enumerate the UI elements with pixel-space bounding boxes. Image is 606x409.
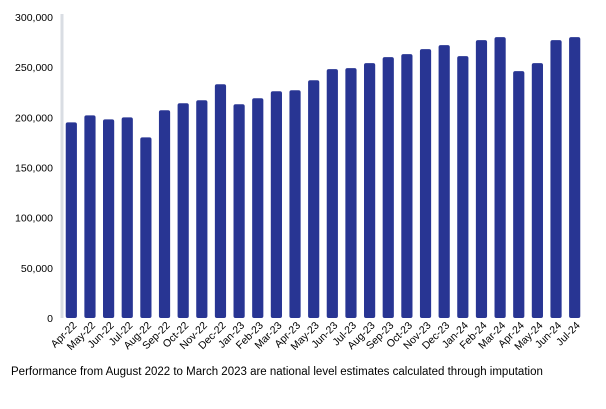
- y-tick-label: 250,000: [15, 62, 53, 74]
- bars: [65, 37, 581, 319]
- bar-oct-23: [401, 54, 413, 319]
- bar-nov-22: [196, 100, 208, 318]
- bar-jun-23: [326, 69, 338, 318]
- bar-may-24: [531, 63, 543, 319]
- bar-feb-23: [252, 98, 264, 319]
- bar-mar-24: [494, 37, 506, 318]
- bar-apr-23: [289, 90, 301, 319]
- bar-jun-22: [103, 119, 115, 318]
- bar-apr-22: [65, 122, 77, 318]
- y-tick-label: 0: [47, 313, 53, 325]
- bar-jan-24: [457, 56, 469, 318]
- bar-dec-23: [438, 45, 450, 319]
- bar-jul-24: [569, 37, 581, 318]
- bar-jun-24: [550, 40, 562, 318]
- y-tick-label: 200,000: [15, 112, 53, 124]
- bar-oct-22: [177, 103, 189, 318]
- bar-may-23: [308, 80, 320, 319]
- bar-dec-22: [214, 84, 227, 318]
- bar-sep-22: [158, 110, 171, 318]
- chart-footnote: Performance from August 2022 to March 20…: [11, 366, 543, 378]
- bar-jan-23: [233, 104, 245, 318]
- y-tick-label: 100,000: [15, 213, 53, 225]
- bar-mar-23: [270, 91, 282, 318]
- bar-feb-24: [475, 40, 488, 318]
- y-tick-label: 150,000: [15, 163, 53, 175]
- y-tick-label: 300,000: [15, 12, 53, 24]
- bar-aug-23: [364, 63, 376, 319]
- bar-jul-22: [121, 117, 133, 318]
- bar-may-22: [84, 115, 96, 318]
- bar-aug-22: [140, 137, 152, 318]
- bar-sep-23: [382, 57, 394, 318]
- x-axis: Apr-22May-22Jun-22Jul-22Aug-22Sep-22Oct-…: [49, 319, 583, 352]
- bar-apr-24: [513, 71, 525, 319]
- y-tick-label: 50,000: [21, 263, 53, 275]
- y-axis: 0 50,000 100,000 150,000 200,000 250,000 300,0…: [15, 12, 64, 325]
- bar-jul-23: [345, 68, 357, 318]
- bar-nov-23: [419, 49, 432, 319]
